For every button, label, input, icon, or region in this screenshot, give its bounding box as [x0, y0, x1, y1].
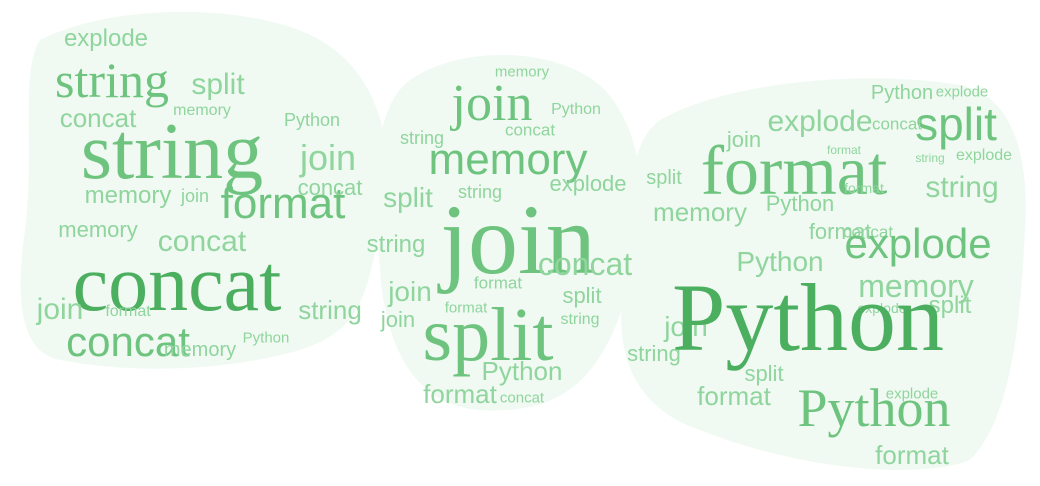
word-memory: memory — [858, 268, 974, 304]
word-concat: concat — [842, 222, 894, 242]
word-concat: concat — [871, 114, 923, 134]
word-memory: memory — [653, 197, 747, 227]
word-memory: memory — [428, 135, 588, 184]
word-format: format — [875, 440, 949, 470]
word-concat: concat — [504, 120, 556, 140]
word-string: string — [55, 52, 169, 108]
word-explode: explode — [955, 147, 1013, 164]
word-join: join — [726, 127, 762, 152]
word-string: string — [399, 128, 445, 148]
word-split: split — [383, 182, 433, 213]
word-format: format — [826, 143, 862, 157]
word-format: format — [808, 219, 872, 244]
word-string: string — [925, 171, 999, 204]
word-format: format — [473, 273, 523, 293]
word-explode: explode — [885, 385, 939, 403]
word-string: string — [298, 295, 362, 325]
word-python: Python — [551, 101, 601, 118]
word-split: split — [744, 361, 784, 386]
word-explode: explode — [767, 105, 873, 138]
word-split: split — [191, 68, 245, 101]
word-concat: concat — [297, 175, 363, 200]
word-concat: concat — [59, 103, 137, 133]
word-python: Python — [242, 329, 290, 347]
word-python: Python — [765, 191, 835, 216]
word-join: join — [299, 137, 357, 178]
word-memory: memory — [84, 182, 172, 209]
word-memory: memory — [58, 217, 138, 242]
word-join: join — [36, 293, 84, 326]
right-blob-shape — [621, 78, 1026, 470]
word-format: format — [444, 299, 488, 317]
left-blob-shape — [20, 11, 388, 369]
word-split: split — [646, 167, 682, 189]
word-explode: explode — [935, 83, 989, 101]
word-format: format — [700, 133, 888, 210]
word-string: string — [560, 311, 600, 328]
word-string: string — [80, 108, 264, 196]
word-string: string — [457, 182, 503, 202]
word-concat: concat — [157, 225, 247, 258]
word-join: join — [664, 311, 708, 342]
word-concat: concat — [537, 246, 633, 282]
word-concat: concat — [72, 240, 282, 328]
word-split: split — [562, 283, 602, 308]
word-explode: explode — [549, 171, 627, 196]
word-format: format — [697, 381, 771, 411]
word-python: Python — [797, 378, 951, 438]
word-python: Python — [671, 264, 945, 371]
word-python: Python — [870, 82, 934, 104]
word-format: format — [423, 379, 497, 409]
word-format: format — [220, 179, 346, 228]
word-string: string — [366, 231, 426, 258]
word-memory: memory — [494, 63, 550, 81]
word-memory: memory — [163, 339, 237, 361]
word-format: format — [105, 303, 151, 320]
word-concat: concat — [66, 318, 190, 365]
word-format: format — [844, 180, 884, 196]
word-join: join — [440, 184, 596, 295]
word-python: Python — [736, 246, 824, 277]
word-string: string — [627, 341, 681, 366]
word-python: Python — [283, 110, 341, 130]
word-split: split — [422, 293, 554, 377]
center-blob-shape — [376, 54, 642, 411]
word-join: join — [380, 307, 416, 332]
word-split: split — [928, 292, 972, 319]
word-explode: explode — [63, 25, 149, 52]
word-join: join — [451, 75, 533, 132]
word-explode: explode — [857, 300, 907, 316]
word-python: Python — [481, 356, 563, 386]
word-join: join — [388, 276, 432, 307]
word-join: join — [180, 186, 210, 206]
word-concat: concat — [499, 389, 545, 407]
word-memory: memory — [173, 102, 231, 119]
word-explode: explode — [844, 220, 992, 267]
word-string: string — [915, 151, 945, 165]
word-split: split — [915, 98, 997, 150]
